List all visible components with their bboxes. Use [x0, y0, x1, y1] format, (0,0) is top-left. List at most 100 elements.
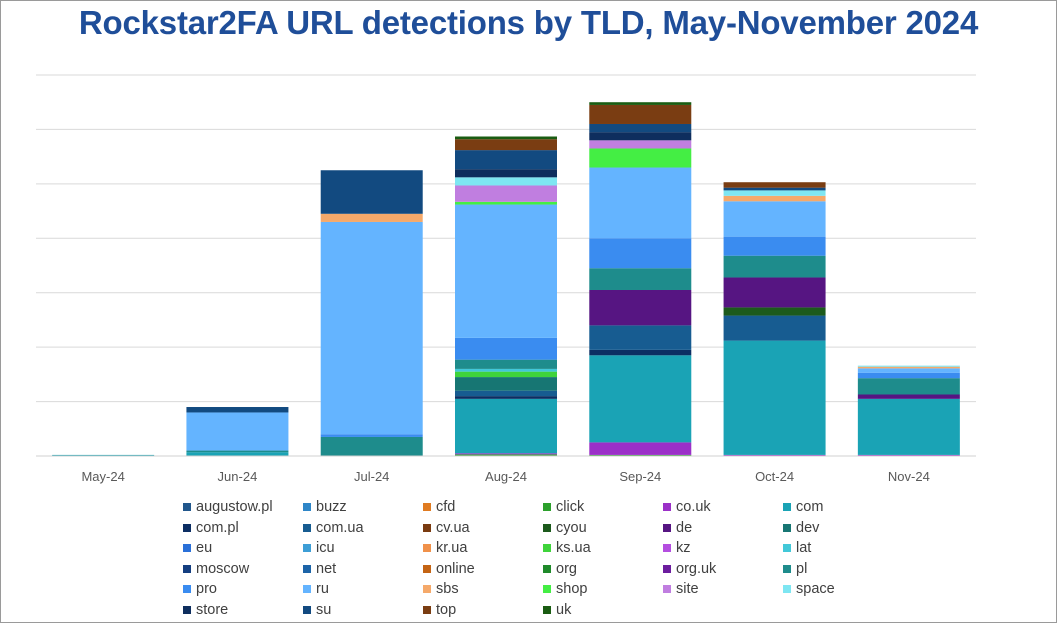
legend-swatch: [303, 585, 311, 594]
bar-segment-com-may-24: [52, 454, 155, 456]
legend-swatch: [543, 523, 551, 532]
legend-swatch: [183, 585, 191, 594]
legend-label: cv.ua: [436, 519, 470, 536]
bar-segment-sbs-nov-24: [857, 366, 960, 369]
bar-segment-de-nov-24: [857, 394, 960, 399]
legend-item: cfd: [423, 498, 543, 517]
legend-label: org: [556, 560, 577, 577]
bar-segment-com-ua-sep-24: [589, 325, 692, 350]
bar-segment-pro-aug-24: [455, 337, 557, 360]
legend-swatch: [663, 523, 671, 532]
legend-label: org.uk: [676, 560, 717, 577]
legend-swatch: [183, 523, 191, 532]
legend-swatch: [303, 544, 311, 553]
legend-item: click: [543, 498, 663, 517]
x-tick-label: Jul-24: [354, 469, 389, 484]
bar-segment-cyou-oct-24: [723, 307, 826, 316]
legend-label: click: [556, 499, 585, 516]
legend-swatch: [183, 564, 191, 573]
legend-swatch: [783, 523, 791, 532]
bar-segment-ks-ua-aug-24: [455, 371, 557, 378]
bar-segment-space-oct-24: [723, 190, 826, 196]
bar-segment-ru-jun-24: [186, 412, 289, 451]
bar-segment-com-jun-24: [186, 452, 289, 456]
bar-segment-co-uk-aug-24: [455, 453, 557, 455]
bar-segment-pro-sep-24: [589, 238, 692, 269]
legend-label: moscow: [196, 560, 250, 577]
bar-segment-click-sep-24: [589, 454, 692, 456]
bar-segment-lat-aug-24: [455, 368, 557, 372]
legend-swatch: [423, 585, 431, 594]
legend-swatch: [183, 605, 191, 614]
bar-segment-com-pl-aug-24: [455, 396, 557, 399]
bar-segment-sbs-oct-24: [723, 195, 826, 202]
legend-item: eu: [183, 539, 303, 558]
legend-label: store: [196, 601, 229, 618]
bar-segment-co-uk-nov-24: [857, 454, 960, 456]
legend-item: shop: [543, 580, 663, 599]
bar-segment-pro-oct-24: [723, 236, 826, 256]
bar-segment-pl-nov-24: [857, 378, 960, 395]
legend-item: site: [663, 580, 783, 599]
bar-segment-com-ua-oct-24: [723, 315, 826, 341]
legend-item: icu: [303, 539, 423, 558]
bar-segment-shop-aug-24: [455, 201, 557, 205]
x-tick-label: Nov-24: [888, 469, 930, 484]
legend-swatch: [303, 503, 311, 512]
legend-label: co.uk: [676, 499, 711, 516]
legend-item: moscow: [183, 560, 303, 579]
legend-label: icu: [316, 540, 335, 557]
legend-item: com.pl: [183, 519, 303, 538]
legend-swatch: [783, 503, 791, 512]
legend-label: dev: [796, 519, 820, 536]
legend-label: su: [316, 601, 332, 618]
legend-swatch: [783, 564, 791, 573]
legend-label: de: [676, 519, 693, 536]
bar-segment-su-jul-24: [320, 170, 423, 214]
legend-label: pl: [796, 560, 808, 577]
legend-label: uk: [556, 601, 572, 618]
legend-item: kz: [663, 539, 783, 558]
bar-segment-uk-sep-24: [589, 102, 692, 105]
bar-segment-click-aug-24: [455, 454, 557, 456]
legend-label: buzz: [316, 499, 347, 516]
bar-segment-co-uk-sep-24: [589, 442, 692, 455]
legend-swatch: [663, 564, 671, 573]
x-tick-label: Aug-24: [485, 469, 527, 484]
x-tick-label: Oct-24: [755, 469, 794, 484]
x-tick-label: Jun-24: [218, 469, 258, 484]
bar-segment-store-sep-24: [589, 132, 692, 141]
legend-item: co.uk: [663, 498, 783, 517]
bar-segment-pl-aug-24: [455, 359, 557, 369]
legend-swatch: [423, 605, 431, 614]
bar-segment-su-oct-24: [723, 187, 826, 191]
bar-stacks: [52, 102, 960, 456]
legend-item: org: [543, 560, 663, 579]
legend-item: com: [783, 498, 903, 517]
bar-segment-ru-aug-24: [455, 204, 557, 338]
bar-segment-pl-sep-24: [589, 268, 692, 290]
bar-segment-com-oct-24: [723, 340, 826, 455]
bar-segment-su-sep-24: [589, 123, 692, 133]
bar-segment-space-aug-24: [455, 177, 557, 186]
legend-item: space: [783, 580, 903, 599]
legend-swatch: [303, 564, 311, 573]
legend-label: lat: [796, 540, 812, 557]
legend-item: com.ua: [303, 519, 423, 538]
legend-label: com.ua: [316, 519, 364, 536]
legend-swatch: [423, 544, 431, 553]
bar-segment-ru-sep-24: [589, 167, 692, 239]
legend-swatch: [663, 585, 671, 594]
legend-swatch: [303, 605, 311, 614]
legend-item: org.uk: [663, 560, 783, 579]
x-tick-label: Sep-24: [619, 469, 661, 484]
legend-item: uk: [543, 601, 663, 620]
legend-label: kz: [676, 540, 691, 557]
legend-item: kr.ua: [423, 539, 543, 558]
bar-segment-top-sep-24: [589, 104, 692, 124]
legend-swatch: [783, 544, 791, 553]
bar-segment-uk-aug-24: [455, 136, 557, 140]
legend-swatch: [543, 564, 551, 573]
legend-swatch: [423, 503, 431, 512]
